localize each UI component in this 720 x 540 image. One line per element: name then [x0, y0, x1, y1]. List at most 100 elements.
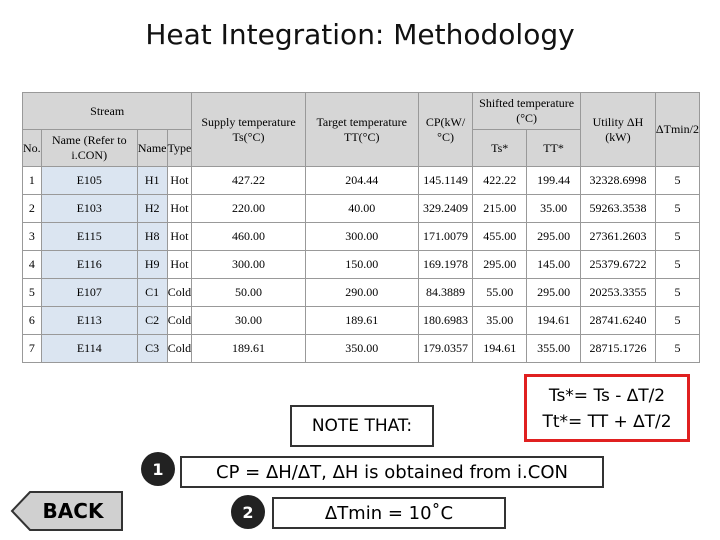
col-header: No. — [22, 129, 42, 167]
table-cell: 5 — [654, 278, 701, 307]
table-cell: 169.1978 — [417, 250, 474, 279]
back-button[interactable]: BACK — [42, 499, 104, 523]
table-cell: 171.0079 — [417, 222, 474, 251]
table-cell: 35.00 — [526, 194, 581, 223]
stream-table: Stream Supply temperature Ts(°C) Target … — [21, 92, 701, 363]
table-cell: 5 — [654, 250, 701, 279]
col-header: Name (Refer to i.CON) — [40, 129, 138, 167]
table-cell: 145.1149 — [417, 166, 474, 195]
table-cell: Cold — [166, 334, 193, 363]
table-cell: 204.44 — [304, 166, 419, 195]
table-cell: E107 — [40, 278, 138, 307]
table-cell: 30.00 — [191, 306, 306, 335]
table-cell: H9 — [136, 250, 168, 279]
table-cell: 5 — [654, 194, 701, 223]
formula: Ts*= Ts - ∆T/2 — [548, 386, 666, 406]
table-row: 7 E114 C3 Cold 189.61 350.00 179.0357 194.61 355… — [22, 334, 701, 363]
col-header: Utility ΔH (kW) — [579, 92, 656, 167]
table-cell: Cold — [166, 278, 193, 307]
col-header: Supply temperature Ts(°C) — [191, 92, 306, 167]
table-cell: 329.2409 — [417, 194, 474, 223]
table-row: 3 E115 H8 Hot 460.00 300.00 171.0079 455.00 295.… — [22, 222, 701, 251]
table-cell: 189.61 — [304, 306, 419, 335]
dtmin-note: ΔTmin = 10˚C — [272, 497, 506, 529]
group-header: Stream — [21, 92, 193, 130]
table-cell: 5 — [22, 278, 42, 307]
table-cell: 20253.3355 — [579, 278, 656, 307]
table-cell: 350.00 — [304, 334, 419, 363]
table-cell: 180.6983 — [417, 306, 474, 335]
col-header: ΔTmin/2 — [654, 92, 701, 167]
note-box: NOTE THAT: — [290, 405, 434, 447]
table-cell: 427.22 — [191, 166, 306, 195]
table-cell: 32328.6998 — [579, 166, 656, 195]
table-cell: C3 — [136, 334, 168, 363]
table-cell: E113 — [40, 306, 138, 335]
group-header: Shifted temperature (°C) — [472, 92, 581, 130]
table-cell: 355.00 — [526, 334, 581, 363]
col-header: TT* — [526, 129, 581, 167]
table-cell: 194.61 — [472, 334, 528, 363]
table-row: 6 E113 C2 Cold 30.00 189.61 180.6983 35.00 194.6… — [22, 306, 701, 335]
table-cell: E114 — [40, 334, 138, 363]
table-cell: 5 — [654, 166, 701, 195]
table-cell: 1 — [22, 166, 42, 195]
table-cell: E115 — [40, 222, 138, 251]
title: Heat Integration: Methodology — [145, 18, 575, 51]
table-cell: H1 — [136, 166, 168, 195]
table-cell: 295.00 — [526, 278, 581, 307]
marker: 2 — [231, 495, 265, 529]
table-cell: 290.00 — [304, 278, 419, 307]
table-cell: 5 — [654, 222, 701, 251]
table-row: 4 E116 H9 Hot 300.00 150.00 169.1978 295.00 145.… — [22, 250, 701, 279]
table-cell: 300.00 — [304, 222, 419, 251]
table-cell: 199.44 — [526, 166, 581, 195]
table-cell: 27361.2603 — [579, 222, 656, 251]
table-cell: E103 — [40, 194, 138, 223]
table-cell: H8 — [136, 222, 168, 251]
table-cell: 28741.6240 — [579, 306, 656, 335]
back-button-shape[interactable] — [10, 490, 124, 532]
table-cell: 25379.6722 — [579, 250, 656, 279]
col-header: Ts* — [472, 129, 528, 167]
table-row: 5 E107 C1 Cold 50.00 290.00 84.3889 55.00 295.00… — [22, 278, 701, 307]
table-cell: Cold — [166, 306, 193, 335]
table-row: 2 E103 H2 Hot 220.00 40.00 329.2409 215.00 35.00… — [22, 194, 701, 223]
table-cell: 5 — [654, 306, 701, 335]
col-header: Type — [166, 129, 193, 167]
table-cell: 189.61 — [191, 334, 306, 363]
table-cell: 194.61 — [526, 306, 581, 335]
col-header: Target temperature TT(°C) — [304, 92, 419, 167]
table-cell: 2 — [22, 194, 42, 223]
table-cell: 84.3889 — [417, 278, 474, 307]
table-cell: H2 — [136, 194, 168, 223]
table-cell: 179.0357 — [417, 334, 474, 363]
table-cell: 460.00 — [191, 222, 306, 251]
table-cell: 295.00 — [526, 222, 581, 251]
table-cell: Hot — [166, 194, 193, 223]
table-cell: C1 — [136, 278, 168, 307]
table-cell: 295.00 — [472, 250, 528, 279]
table-cell: 59263.3538 — [579, 194, 656, 223]
table-cell: 422.22 — [472, 166, 528, 195]
cp-note: CP = ΔH/ΔT, ΔH is obtained from i.CON — [180, 456, 604, 488]
col-header: Name — [136, 129, 168, 167]
formula: Tt*= TT + ∆T/2 — [542, 412, 672, 432]
table-cell: 50.00 — [191, 278, 306, 307]
table-cell: 150.00 — [304, 250, 419, 279]
table-cell: 6 — [22, 306, 42, 335]
table-cell: 145.00 — [526, 250, 581, 279]
table-row: 1 E105 H1 Hot 427.22 204.44 145.1149 422.22 199.… — [22, 166, 701, 195]
table-cell: 455.00 — [472, 222, 528, 251]
table-cell: Hot — [166, 250, 193, 279]
table-cell: 3 — [22, 222, 42, 251]
table-cell: 55.00 — [472, 278, 528, 307]
table-cell: 35.00 — [472, 306, 528, 335]
table-cell: 40.00 — [304, 194, 419, 223]
table-cell: 4 — [22, 250, 42, 279]
table-cell: E116 — [40, 250, 138, 279]
table-cell: 215.00 — [472, 194, 528, 223]
table-cell: Hot — [166, 222, 193, 251]
formula-box: Ts*= Ts - ∆T/2 Tt*= TT + ∆T/2 — [524, 374, 690, 442]
